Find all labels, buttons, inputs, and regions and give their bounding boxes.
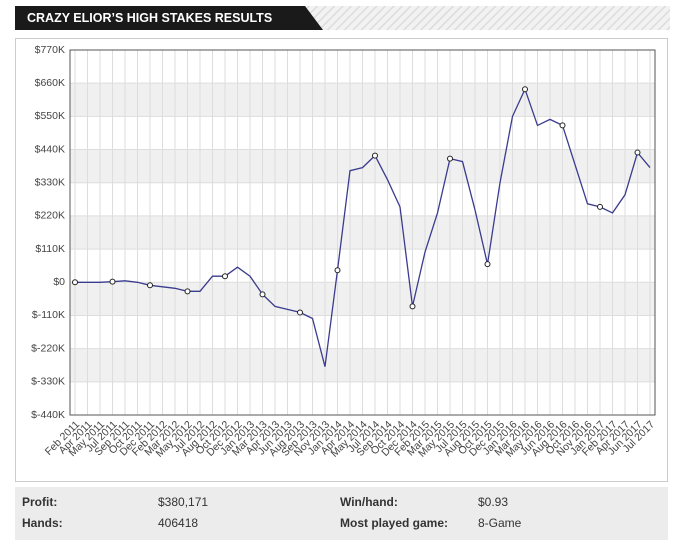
point [634,149,641,156]
header-stripes [300,6,670,30]
point [522,86,528,93]
y-tick-label: $0 [53,276,65,288]
point [222,273,228,280]
stat-label: Profit: [22,495,57,509]
stats: Profit: $380,171 Win/hand: $0.93 Hands: 40641… [22,495,522,530]
y-tick-label: $440K [35,143,65,155]
point [597,203,603,210]
point [559,122,566,129]
point [447,155,453,162]
stat-value: $0.93 [478,495,508,509]
stat-label: Hands: [22,516,63,530]
plot-border [69,49,656,416]
y-tick-label: $330K [35,177,65,189]
y-tick-label: $110K [35,243,65,255]
header-tab [15,6,323,30]
point [259,291,266,298]
point [109,278,116,285]
y-tick-label: $-220K [31,342,65,354]
stat-label: Most played game: [340,516,448,530]
y-tick-label: $770K [35,44,65,56]
stat-value: $380,171 [158,495,208,509]
point [484,261,491,268]
y-tick-label: $660K [35,77,65,89]
y-tick-label: $220K [35,210,65,222]
point [297,309,303,316]
stats-panel [15,487,668,540]
y-tick-label: $-110K [32,309,65,321]
point [147,282,153,289]
y-tick-label: $-440K [31,409,65,421]
point [334,267,341,274]
point [409,303,416,310]
point [72,279,78,286]
stat-label: Win/hand: [340,495,398,509]
point [372,152,378,159]
point [184,288,191,295]
line-series [75,87,651,367]
y-tick-label: $550K [35,110,65,122]
stat-value: 406418 [158,516,198,530]
stat-value: 8-Game [478,516,522,530]
header-title: CRAZY ELIOR’S HIGH STAKES RESULTS [27,11,272,25]
y-tick-label: $-330K [31,376,65,388]
